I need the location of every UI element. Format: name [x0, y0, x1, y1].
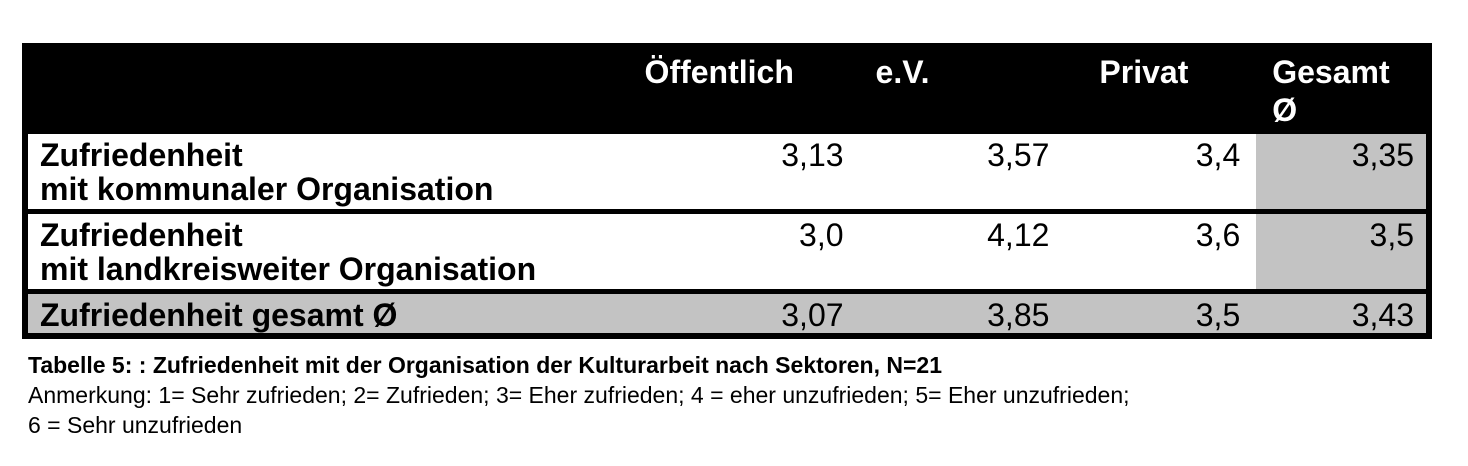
table-note-line1: Anmerkung: 1= Sehr zufrieden; 2= Zufried…: [28, 382, 1130, 408]
cell-kommunal-privat: 3,4: [1195, 137, 1241, 173]
cell-gesamt-gesamt: 3,43: [1256, 291, 1429, 336]
cell-kommunal-oeffentlich: 3,13: [781, 137, 844, 173]
table-row-landkreisweit: Zufriedenheit mit landkreisweiter Organi…: [25, 211, 1429, 292]
col-header-gesamt: Gesamt Ø: [1272, 54, 1390, 128]
cell-landkreisweit-oeffentlich: 3,0: [799, 217, 844, 253]
table-header-row: Öffentlich e.V. Privat Gesamt Ø: [25, 46, 1429, 132]
table-row-kommunal: Zufriedenheit mit kommunaler Organisatio…: [25, 131, 1429, 212]
col-header-empty: [25, 46, 623, 132]
document-page: Öffentlich e.V. Privat Gesamt Ø Zufriede…: [0, 43, 1468, 466]
cell-gesamt-oeffentlich: 3,07: [622, 291, 854, 336]
cell-gesamt-privat: 3,5: [1059, 291, 1257, 336]
row-label-gesamt: Zufriedenheit gesamt Ø: [25, 291, 623, 336]
cell-gesamt-ev: 3,85: [853, 291, 1060, 336]
table-row-gesamt: Zufriedenheit gesamt Ø 3,07 3,85 3,5 3,4…: [25, 291, 1429, 336]
col-header-ev: e.V.: [875, 54, 930, 90]
cell-kommunal-ev: 3,57: [987, 137, 1050, 173]
cell-landkreisweit-privat: 3,6: [1195, 217, 1241, 253]
table-note-line2: 6 = Sehr unzufrieden: [28, 412, 243, 438]
col-header-oeffentlich: Öffentlich: [644, 54, 794, 90]
row-label-landkreisweit: Zufriedenheit mit landkreisweiter Organi…: [40, 217, 537, 287]
table-caption: Tabelle 5: : Zufriedenheit mit der Organ…: [28, 352, 943, 378]
satisfaction-table: Öffentlich e.V. Privat Gesamt Ø Zufriede…: [22, 43, 1432, 339]
row-label-kommunal: Zufriedenheit mit kommunaler Organisatio…: [40, 137, 494, 207]
cell-kommunal-gesamt: 3,35: [1256, 131, 1429, 212]
col-header-privat: Privat: [1099, 54, 1189, 90]
cell-landkreisweit-ev: 4,12: [987, 217, 1050, 253]
cell-landkreisweit-gesamt: 3,5: [1256, 211, 1429, 292]
